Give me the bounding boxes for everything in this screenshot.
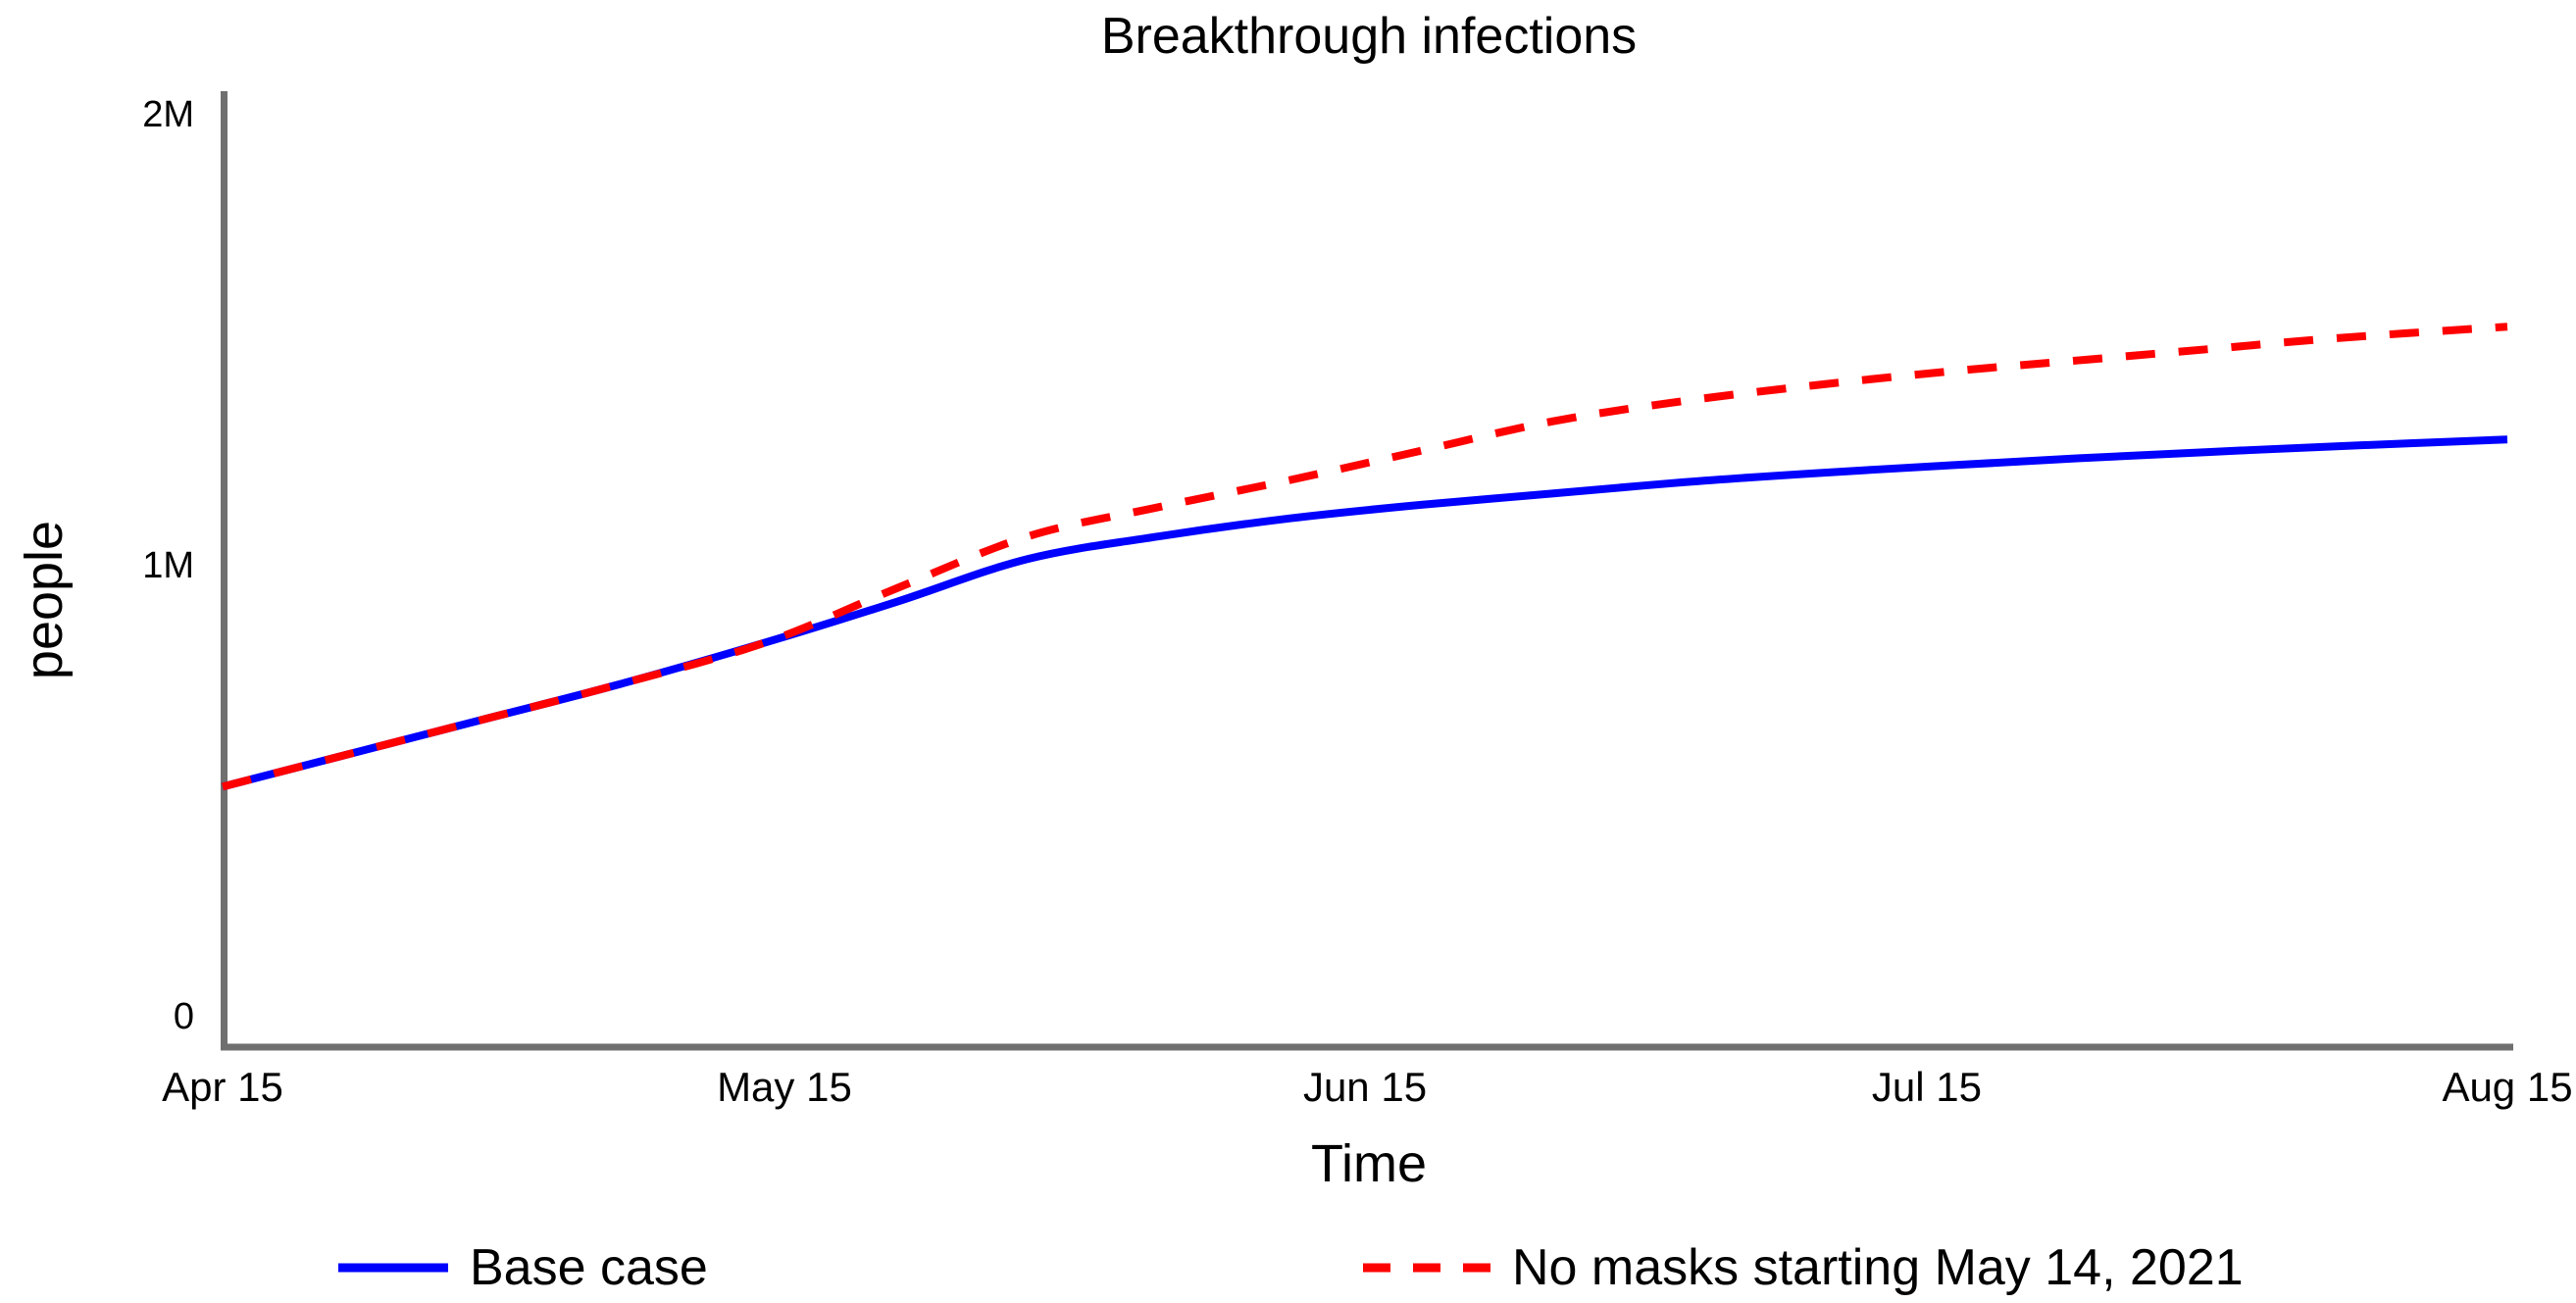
x-axis-title: Time [1311,1134,1427,1193]
y-tick-label: 1M [142,545,194,586]
y-tick-label: 2M [142,94,194,135]
series-line-no-masks [221,323,2508,791]
y-axis-title: people [15,520,74,680]
series-line-base-case [221,435,2508,791]
x-tick-label: Jul 15 [1871,1064,1982,1110]
series-lines [221,323,2508,791]
legend-item-no-masks: No masks starting May 14, 2021 [1363,1233,2244,1302]
legend-item-base-case: Base case [338,1233,708,1302]
legend-swatch-solid-line [338,1263,448,1273]
legend-label-no-masks: No masks starting May 14, 2021 [1512,1239,2244,1296]
y-tick-label: 0 [173,996,194,1037]
x-tick-label: Aug 15 [2442,1064,2573,1110]
x-tick-label: Jun 15 [1302,1064,1428,1110]
legend-swatch-dashed-line [1363,1263,1490,1273]
x-tick-label: Apr 15 [162,1064,283,1110]
legend-label-base-case: Base case [470,1239,708,1296]
x-tick-label: May 15 [717,1064,852,1110]
chart-title: Breakthrough infections [1100,8,1638,65]
